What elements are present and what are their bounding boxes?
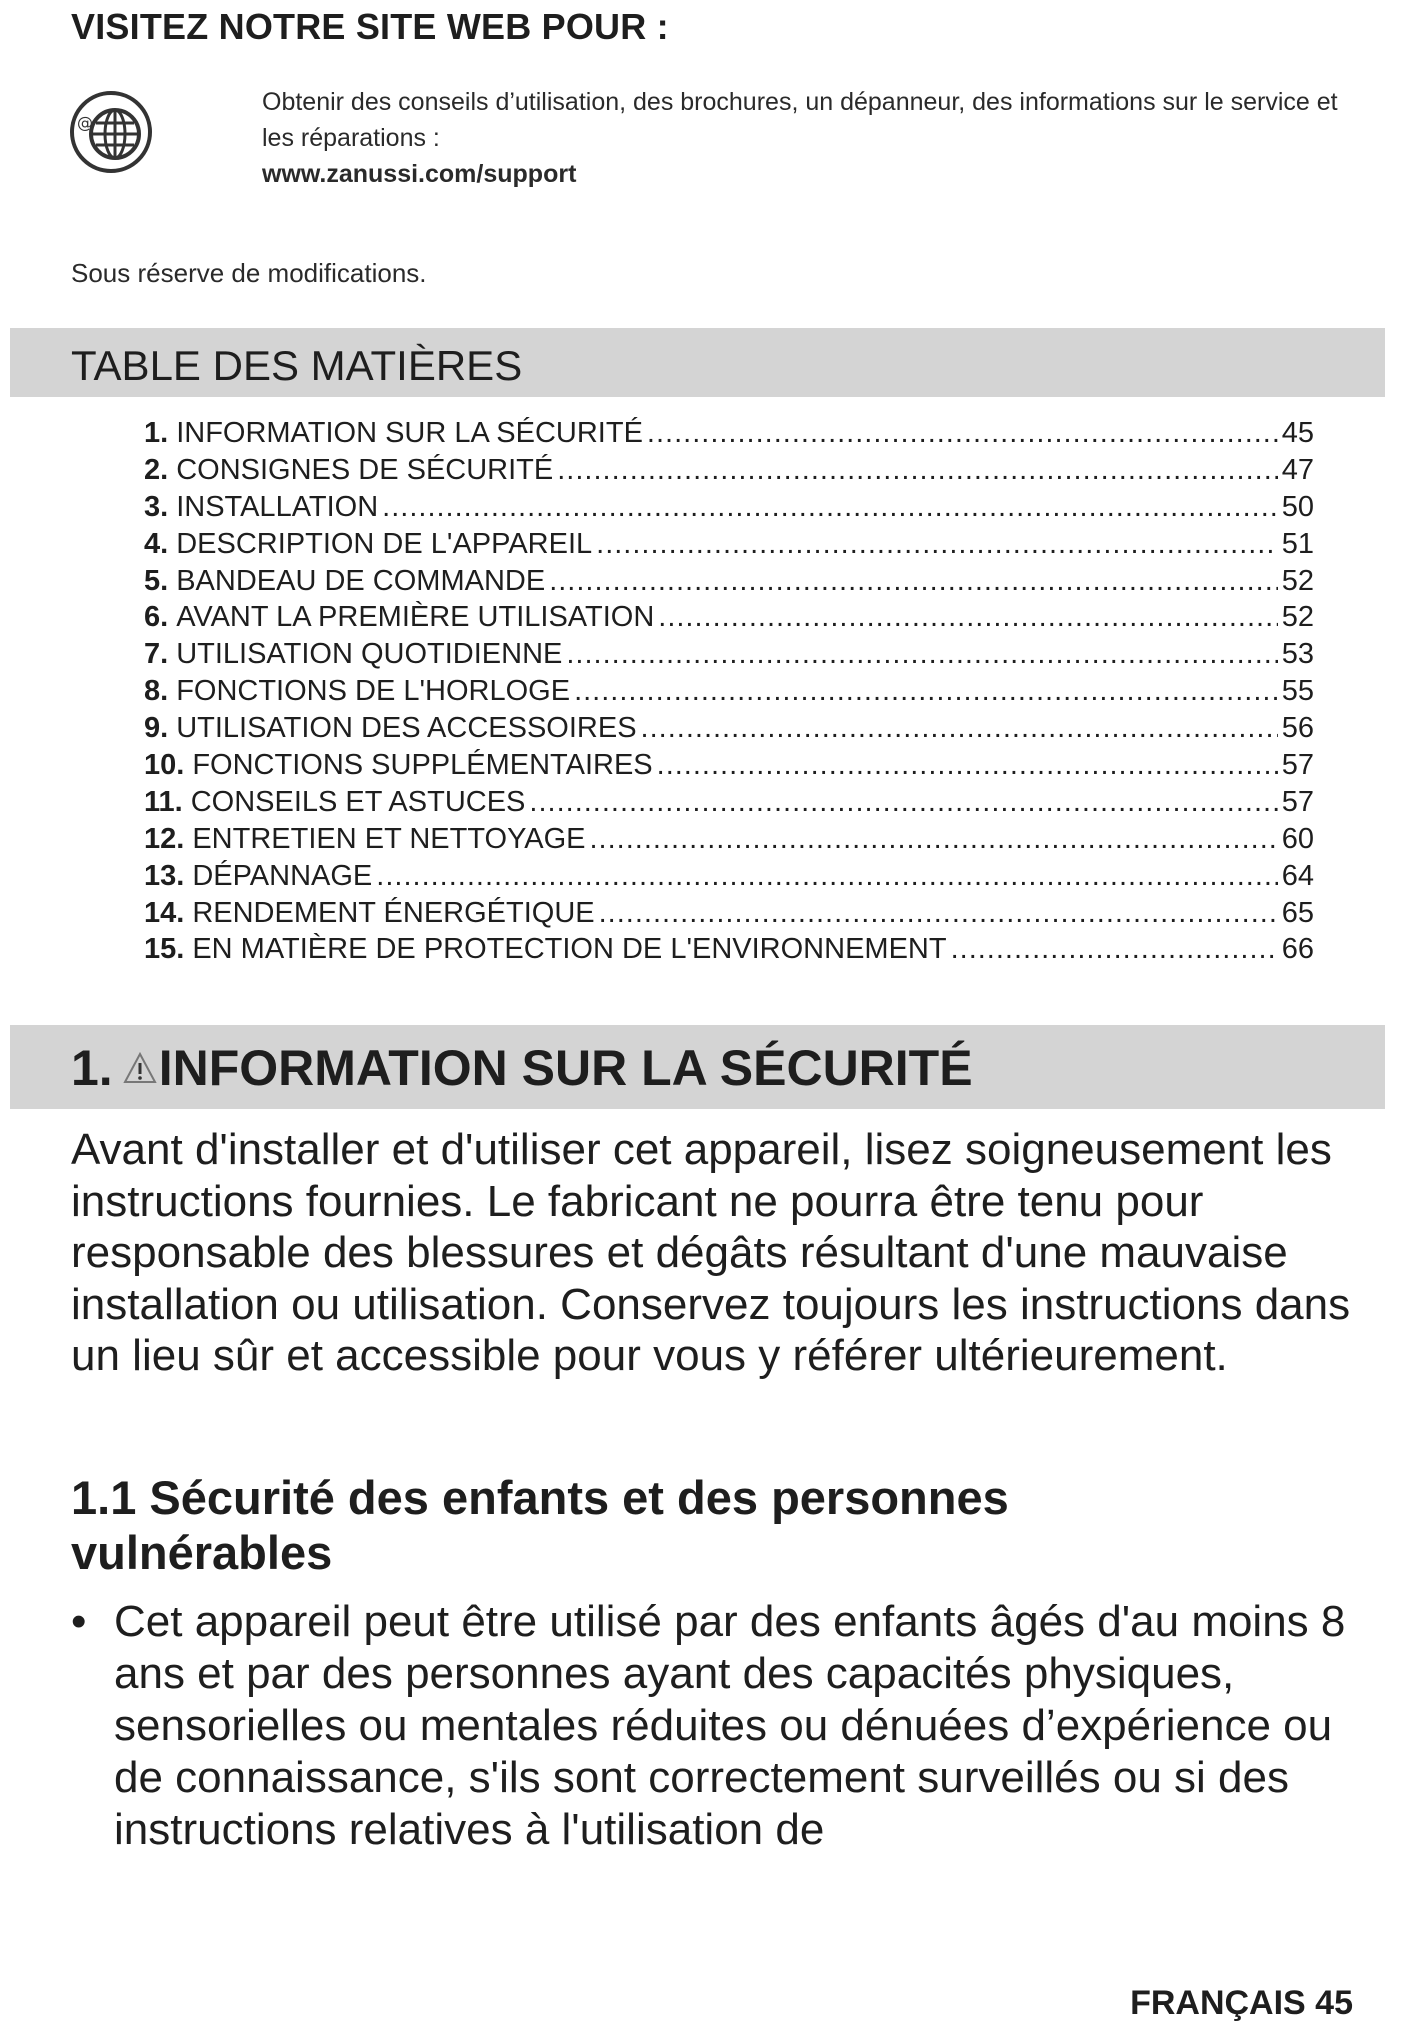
toc-item-label: CONSEILS ET ASTUCES	[190, 785, 526, 818]
toc-item-label: BANDEAU DE COMMANDE	[176, 564, 546, 597]
toc-item[interactable]: 4.DESCRIPTION DE L'APPAREIL 51	[144, 526, 1314, 563]
page-footer: FRANÇAIS 45	[1130, 1984, 1353, 2022]
toc-item[interactable]: 11.CONSEILS ET ASTUCES 57	[144, 784, 1314, 821]
toc-item-page: 51	[1281, 527, 1314, 560]
toc-item-label: INSTALLATION	[176, 490, 379, 523]
change-notice: Sous réserve de modifications.	[71, 258, 427, 288]
toc-item-label: DESCRIPTION DE L'APPAREIL	[176, 527, 593, 560]
toc-item-number: 4.	[144, 527, 169, 560]
toc-item-number: 9.	[144, 712, 169, 745]
toc-leader-dots	[566, 636, 1277, 673]
toc-item-page: 52	[1281, 601, 1314, 634]
toc-leader-dots	[658, 599, 1277, 636]
toc-item-page: 50	[1281, 490, 1314, 523]
table-of-contents: 1.INFORMATION SUR LA SÉCURITÉ452.CONSIGN…	[144, 415, 1314, 968]
globe-at-icon: @	[70, 91, 152, 173]
toc-item-label: AVANT LA PREMIÈRE UTILISATION	[176, 601, 655, 634]
toc-item[interactable]: 7.UTILISATION QUOTIDIENNE 53	[144, 636, 1314, 673]
toc-item[interactable]: 8.FONCTIONS DE L'HORLOGE 55	[144, 673, 1314, 710]
bullet-item: • Cet appareil peut être utilisé par des…	[71, 1596, 1361, 1856]
toc-item[interactable]: 13.DÉPANNAGE 64	[144, 858, 1314, 895]
toc-item[interactable]: 12.ENTRETIEN ET NETTOYAGE 60	[144, 821, 1314, 858]
toc-item-number: 5.	[144, 564, 169, 597]
toc-item-page: 55	[1281, 675, 1314, 708]
toc-leader-dots	[647, 415, 1278, 452]
toc-item[interactable]: 9.UTILISATION DES ACCESSOIRES 56	[144, 710, 1314, 747]
toc-leader-dots	[590, 821, 1278, 858]
toc-item-page: 53	[1281, 638, 1314, 671]
toc-item-page: 47	[1281, 453, 1314, 486]
toc-item-number: 2.	[144, 453, 169, 486]
toc-item-page: 57	[1281, 785, 1314, 818]
toc-header-band: TABLE DES MATIÈRES	[10, 328, 1385, 397]
toc-item-label: DÉPANNAGE	[192, 859, 373, 892]
toc-title: TABLE DES MATIÈRES	[71, 342, 523, 389]
toc-item-number: 10.	[144, 749, 185, 782]
visit-description: Obtenir des conseils d’utilisation, des …	[262, 84, 1372, 192]
toc-item[interactable]: 3.INSTALLATION 50	[144, 489, 1314, 526]
toc-item-number: 3.	[144, 490, 169, 523]
toc-item-page: 65	[1281, 896, 1314, 929]
toc-leader-dots	[641, 710, 1278, 747]
toc-leader-dots	[574, 673, 1278, 710]
bullet-dot: •	[71, 1597, 87, 1646]
toc-leader-dots	[376, 858, 1277, 895]
toc-item[interactable]: 14.RENDEMENT ÉNERGÉTIQUE 65	[144, 895, 1314, 932]
subsection-title: 1.1 Sécurité des enfants et des personne…	[71, 1471, 1009, 1579]
toc-item-page: 56	[1281, 712, 1314, 745]
toc-leader-dots	[529, 784, 1277, 821]
support-link[interactable]: www.zanussi.com/support	[262, 160, 577, 188]
toc-item[interactable]: 1.INFORMATION SUR LA SÉCURITÉ 45	[144, 415, 1314, 452]
toc-item[interactable]: 10.FONCTIONS SUPPLÉMENTAIRES 57	[144, 747, 1314, 784]
toc-item-number: 6.	[144, 601, 169, 634]
toc-item-label: RENDEMENT ÉNERGÉTIQUE	[192, 896, 595, 929]
toc-leader-dots	[599, 895, 1278, 932]
toc-item[interactable]: 6.AVANT LA PREMIÈRE UTILISATION 52	[144, 599, 1314, 636]
toc-item-label: INFORMATION SUR LA SÉCURITÉ	[176, 417, 643, 449]
toc-item-page: 64	[1281, 859, 1314, 892]
toc-leader-dots	[557, 452, 1277, 489]
toc-item-page: 57	[1281, 749, 1314, 782]
toc-item-page: 66	[1281, 933, 1314, 966]
toc-item-number: 8.	[144, 675, 169, 708]
section-title: 1. INFORMATION SUR LA SÉCURITÉ	[71, 1039, 973, 1097]
toc-item-number: 11.	[144, 785, 183, 818]
intro-paragraph: Avant d'installer et d'utiliser cet appa…	[71, 1125, 1351, 1380]
toc-item-number: 15.	[144, 933, 185, 966]
toc-item-label: UTILISATION DES ACCESSOIRES	[176, 712, 637, 745]
toc-leader-dots	[382, 489, 1278, 526]
toc-item-label: ENTRETIEN ET NETTOYAGE	[192, 822, 586, 855]
section-title-text: INFORMATION SUR LA SÉCURITÉ	[158, 1040, 973, 1096]
toc-item-label: FONCTIONS SUPPLÉMENTAIRES	[192, 749, 653, 782]
toc-item-number: 7.	[144, 638, 169, 671]
toc-item-page: 60	[1281, 822, 1314, 855]
toc-item-page: 45	[1281, 417, 1314, 449]
toc-item-number: 12.	[144, 822, 185, 855]
toc-leader-dots	[951, 931, 1278, 968]
toc-item-label: CONSIGNES DE SÉCURITÉ	[176, 453, 554, 486]
toc-item-number: 13.	[144, 859, 185, 892]
toc-item-page: 52	[1281, 564, 1314, 597]
section-header-band: 1. INFORMATION SUR LA SÉCURITÉ	[10, 1025, 1385, 1109]
toc-leader-dots	[549, 563, 1278, 600]
toc-item-label: FONCTIONS DE L'HORLOGE	[176, 675, 571, 708]
toc-item[interactable]: 15. EN MATIÈRE DE PROTECTION DE L'ENVIRON…	[144, 931, 1314, 968]
toc-item[interactable]: 5.BANDEAU DE COMMANDE 52	[144, 563, 1314, 600]
toc-leader-dots	[657, 747, 1278, 784]
svg-text:@: @	[77, 113, 93, 132]
visit-website-heading: VISITEZ NOTRE SITE WEB POUR :	[71, 6, 669, 47]
toc-item[interactable]: 2.CONSIGNES DE SÉCURITÉ 47	[144, 452, 1314, 489]
section-number: 1.	[71, 1040, 113, 1096]
toc-item-label: EN MATIÈRE DE PROTECTION DE L'ENVIRONNEM…	[192, 933, 947, 966]
visit-text: Obtenir des conseils d’utilisation, des …	[262, 88, 1338, 152]
bullet-text: Cet appareil peut être utilisé par des e…	[114, 1597, 1346, 1854]
warning-triangle-icon	[123, 1051, 157, 1083]
toc-item-label: UTILISATION QUOTIDIENNE	[176, 638, 563, 671]
toc-leader-dots	[596, 526, 1278, 563]
toc-item-number: 14.	[144, 896, 185, 929]
toc-item-number: 1.	[144, 417, 169, 449]
